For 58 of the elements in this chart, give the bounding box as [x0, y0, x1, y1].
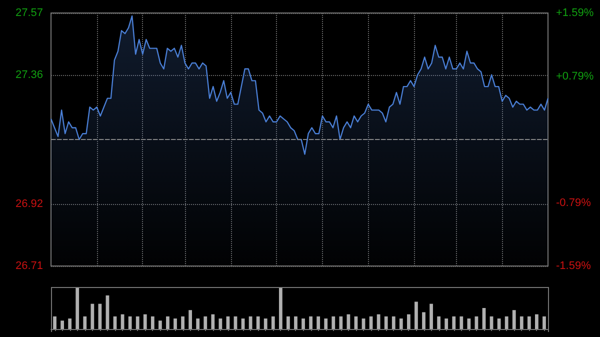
bar — [535, 314, 538, 329]
bar — [406, 314, 410, 329]
bar — [444, 318, 448, 329]
bar — [278, 287, 282, 329]
bar — [527, 316, 531, 329]
bar — [316, 316, 320, 329]
bar — [430, 304, 433, 329]
bar — [211, 314, 215, 329]
bar — [68, 318, 72, 329]
bar — [309, 316, 312, 329]
bar — [150, 316, 154, 329]
bar — [520, 316, 524, 329]
bar — [324, 318, 328, 329]
bar — [384, 316, 388, 329]
bar — [188, 310, 192, 329]
bar — [166, 316, 170, 329]
bar — [174, 318, 177, 329]
y2-tick-label: +0.79% — [556, 70, 594, 82]
bar — [332, 316, 336, 329]
y2-tick-label: +1.59% — [556, 7, 594, 19]
bar — [136, 316, 140, 329]
bar — [399, 318, 403, 329]
bar — [90, 304, 94, 329]
bar — [181, 316, 184, 329]
y-tick-label: 27.36 — [15, 68, 43, 81]
bar — [83, 316, 87, 329]
bar — [60, 320, 64, 329]
bar — [218, 318, 222, 329]
bar — [143, 314, 147, 329]
bar — [422, 312, 426, 329]
bar — [158, 320, 162, 329]
bar — [414, 302, 418, 329]
bar — [392, 316, 396, 329]
bar — [264, 318, 268, 329]
bar — [542, 316, 546, 329]
bar — [437, 316, 441, 329]
bar — [286, 316, 290, 329]
bar — [76, 287, 80, 329]
bar — [376, 314, 380, 329]
y2-tick-label: -0.79% — [556, 196, 592, 209]
bar — [196, 318, 200, 329]
bar — [294, 316, 298, 329]
y-tick-label: 26.71 — [15, 260, 43, 272]
bar — [302, 318, 305, 329]
bar — [339, 316, 343, 329]
y2-tick-label: -1.59% — [556, 260, 592, 272]
bar — [256, 316, 260, 329]
bar — [53, 316, 56, 329]
bar — [204, 316, 208, 329]
y-tick-label: 26.92 — [15, 198, 43, 210]
bar — [452, 316, 456, 329]
bar — [504, 316, 508, 329]
bar — [512, 310, 516, 329]
bar — [460, 316, 464, 329]
bar — [271, 316, 275, 329]
bar — [467, 318, 471, 329]
y-tick-label: 27.57 — [15, 7, 43, 19]
bar — [128, 316, 132, 329]
